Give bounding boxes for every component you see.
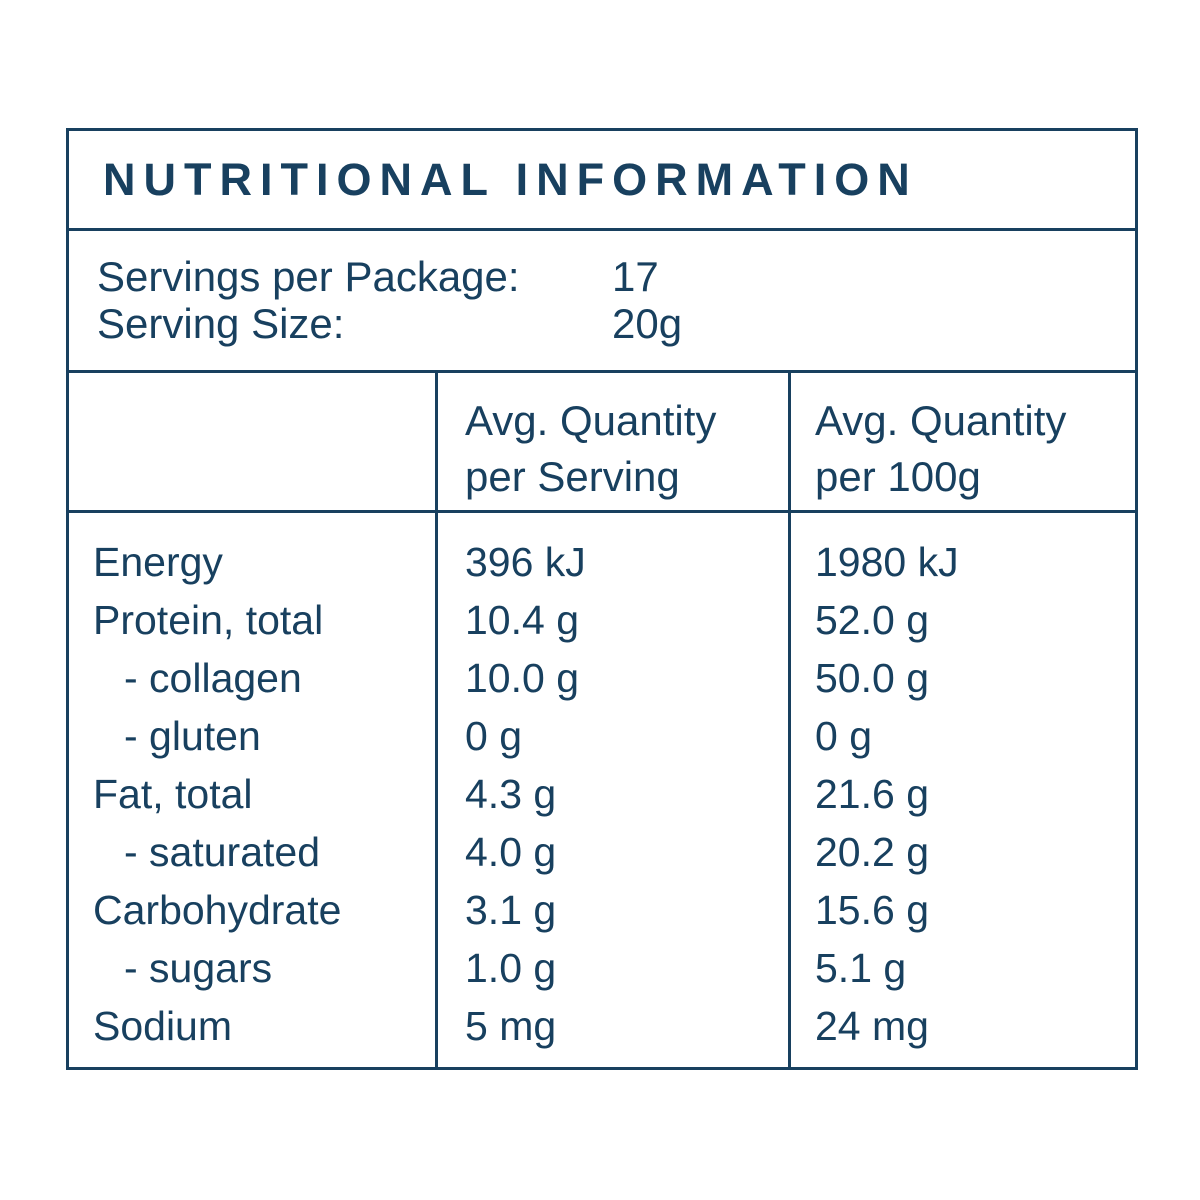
servings-per-package-value: 17 xyxy=(612,253,659,300)
nutrient-labels-column: Energy Protein, total - collagen - glute… xyxy=(69,513,435,1067)
per-serving-value: 10.0 g xyxy=(465,655,579,701)
per-serving-header-line1: Avg. Quantity xyxy=(465,397,717,444)
nutrient-label: - gluten xyxy=(124,713,261,759)
per-serving-value: 5 mg xyxy=(465,1003,557,1049)
nutrient-label: Fat, total xyxy=(93,771,253,817)
column-header-row: Avg. Quantity per Serving Avg. Quantity … xyxy=(69,373,1135,513)
nutrient-table-body: Energy Protein, total - collagen - glute… xyxy=(69,513,1135,1067)
per-100g-value: 50.0 g xyxy=(815,655,929,701)
per-100g-value: 24 mg xyxy=(815,1003,929,1049)
servings-per-package-label: Servings per Package: xyxy=(97,253,520,300)
per-100g-value: 0 g xyxy=(815,713,872,759)
nutrient-label: - saturated xyxy=(124,829,320,875)
per-serving-value: 4.0 g xyxy=(465,829,557,875)
serving-size-value: 20g xyxy=(612,300,683,347)
per-serving-value: 0 g xyxy=(465,713,522,759)
per-100g-value: 15.6 g xyxy=(815,887,929,933)
servings-per-package-line: Servings per Package: 17 xyxy=(97,253,1135,300)
nutrient-label: Energy xyxy=(93,539,223,585)
per-100g-header-line2: per 100g xyxy=(815,453,981,500)
per-100g-header-line1: Avg. Quantity xyxy=(815,397,1067,444)
per-100g-value: 5.1 g xyxy=(815,945,907,991)
per-100g-value: 1980 kJ xyxy=(815,539,959,585)
nutrient-label: Protein, total xyxy=(93,597,324,643)
nutrient-label: Carbohydrate xyxy=(93,887,342,933)
per-serving-value: 4.3 g xyxy=(465,771,557,817)
nutrient-label: - collagen xyxy=(124,655,302,701)
per-100g-values-column: 1980 kJ 52.0 g 50.0 g 0 g 21.6 g 20.2 g … xyxy=(788,513,1135,1067)
panel-title: NUTRITIONAL INFORMATION xyxy=(103,153,918,205)
per-serving-value: 10.4 g xyxy=(465,597,579,643)
per-100g-value: 20.2 g xyxy=(815,829,929,875)
per-serving-header-line2: per Serving xyxy=(465,453,680,500)
servings-section: Servings per Package: 17 Serving Size: 2… xyxy=(69,231,1135,373)
panel-title-row: NUTRITIONAL INFORMATION xyxy=(69,131,1135,231)
per-serving-values-column: 396 kJ 10.4 g 10.0 g 0 g 4.3 g 4.0 g 3.1… xyxy=(435,513,788,1067)
nutrition-panel: NUTRITIONAL INFORMATION Servings per Pac… xyxy=(66,128,1138,1070)
nutrient-label: Sodium xyxy=(93,1003,233,1049)
column-header-per-100g: Avg. Quantity per 100g xyxy=(788,373,1135,510)
per-100g-value: 21.6 g xyxy=(815,771,929,817)
per-serving-value: 1.0 g xyxy=(465,945,557,991)
per-serving-value: 396 kJ xyxy=(465,539,586,585)
nutrient-label: - sugars xyxy=(124,945,273,991)
per-100g-value: 52.0 g xyxy=(815,597,929,643)
column-header-empty xyxy=(69,373,435,510)
serving-size-line: Serving Size: 20g xyxy=(97,300,1135,347)
serving-size-label: Serving Size: xyxy=(97,300,345,347)
per-serving-value: 3.1 g xyxy=(465,887,557,933)
column-header-per-serving: Avg. Quantity per Serving xyxy=(435,373,788,510)
